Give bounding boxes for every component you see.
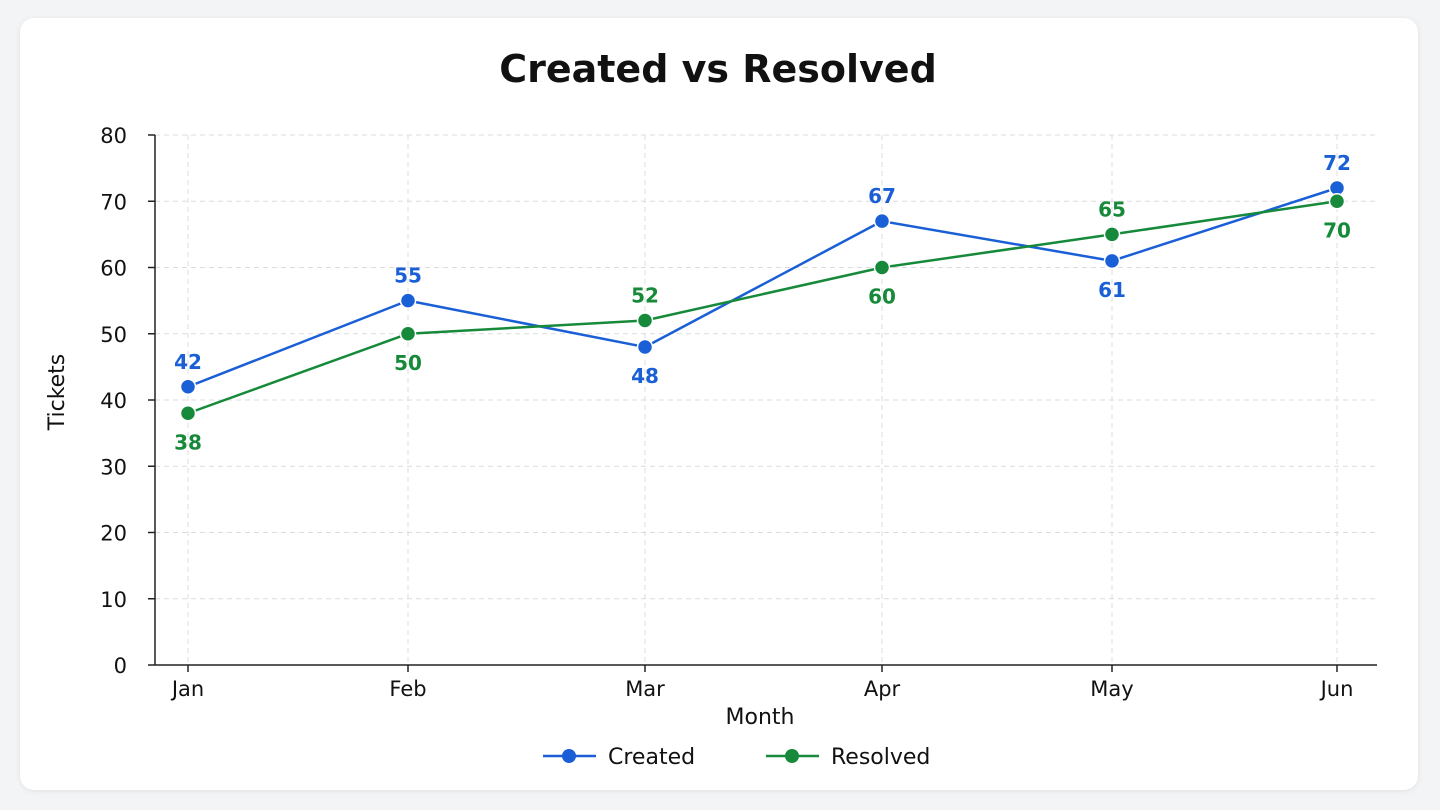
data-label-created: 72 [1323, 151, 1351, 175]
legend-swatch-marker [785, 749, 799, 763]
x-axis-title: Month [726, 705, 795, 730]
data-label-created: 42 [174, 350, 202, 374]
y-tick-label: 20 [100, 522, 127, 546]
data-label-created: 67 [868, 184, 896, 208]
y-tick-label: 0 [114, 654, 127, 678]
data-label-resolved: 38 [174, 430, 202, 454]
x-ticks: Jan Feb Mar Apr May Jun [170, 665, 1354, 701]
series-line-resolved [187, 200, 1338, 415]
data-point-created [399, 292, 417, 309]
x-tick-label: Feb [389, 677, 426, 701]
x-tick-label: Apr [864, 677, 901, 701]
x-tick-label: May [1090, 677, 1133, 701]
data-point-resolved [873, 259, 891, 276]
y-tick-label: 10 [100, 588, 127, 612]
legend-label: Created [608, 745, 695, 770]
y-tick-label: 30 [100, 455, 127, 479]
grid [155, 134, 1377, 665]
data-point-resolved [636, 312, 654, 329]
legend-item-resolved: Resolved [766, 745, 930, 770]
data-label-created: 48 [631, 364, 659, 388]
y-tick-label: 40 [100, 389, 127, 413]
chart-card [20, 18, 1418, 790]
data-point-created [179, 378, 197, 395]
y-axis-title: Tickets [45, 354, 70, 432]
data-label-created: 61 [1098, 278, 1126, 302]
x-tick-label: Mar [625, 677, 665, 701]
series-line-created [187, 186, 1338, 388]
x-tick-label: Jan [170, 677, 204, 701]
y-tick-label: 50 [100, 323, 127, 347]
data-point-created [1103, 252, 1121, 270]
y-tick-label: 70 [100, 190, 127, 214]
data-label-resolved: 60 [868, 285, 896, 309]
legend-label: Resolved [831, 745, 930, 770]
data-label-resolved: 50 [394, 351, 422, 375]
data-label-resolved: 70 [1323, 218, 1351, 242]
data-point-resolved [1328, 193, 1346, 210]
data-point-resolved [399, 325, 417, 342]
legend-item-created: Created [543, 745, 695, 770]
y-tick-label: 60 [100, 257, 127, 281]
legend: Created Resolved [543, 745, 930, 770]
data-label-created: 55 [394, 264, 422, 288]
x-tick-label: Jun [1319, 677, 1354, 701]
data-point-resolved [1103, 226, 1121, 243]
data-point-created [873, 212, 891, 230]
data-point-resolved [179, 405, 197, 422]
y-ticks: 0 10 20 30 40 50 60 70 80 [100, 124, 155, 678]
data-point-created [636, 338, 654, 356]
series: 42 55 48 67 61 72 38 50 52 60 65 70 [174, 151, 1351, 454]
data-label-resolved: 52 [631, 284, 659, 308]
data-label-resolved: 65 [1098, 197, 1126, 221]
legend-swatch-marker [562, 749, 576, 763]
chart-title: Created vs Resolved [499, 47, 937, 91]
y-tick-label: 80 [100, 124, 127, 148]
